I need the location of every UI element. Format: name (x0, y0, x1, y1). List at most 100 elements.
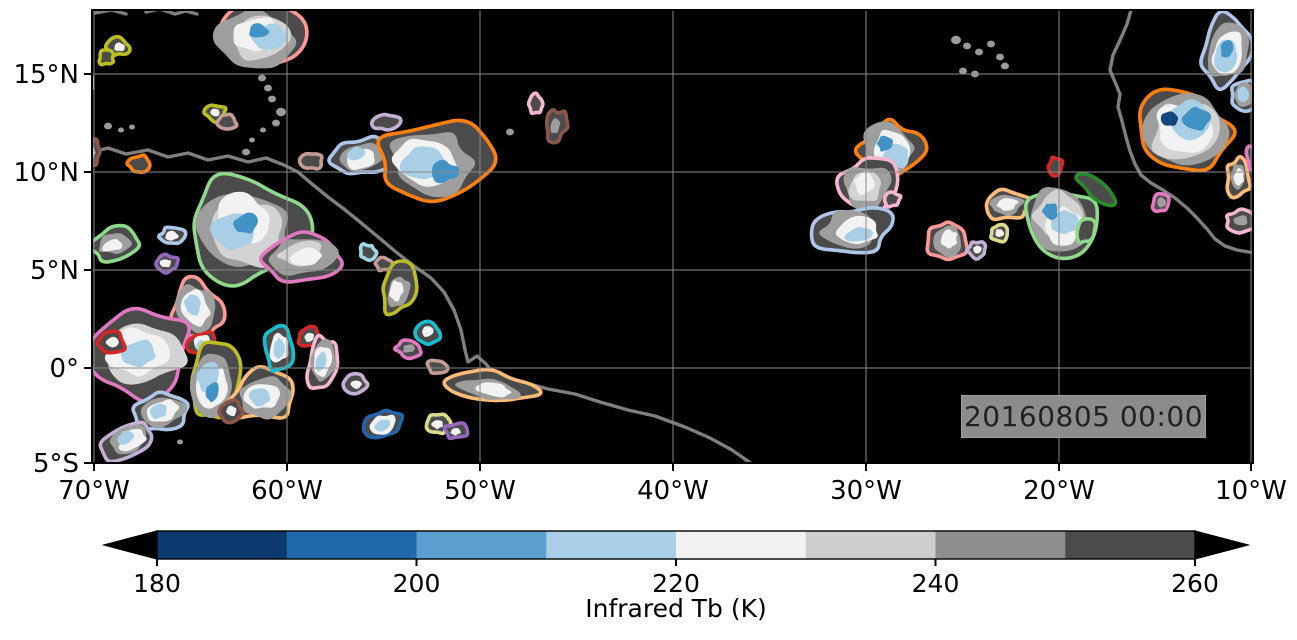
cluster-contour (358, 242, 379, 262)
cluster-fill (105, 336, 119, 348)
timestamp-badge: 20160805 00:00 (961, 395, 1206, 438)
cloud-cluster-32 (98, 420, 154, 463)
cluster-contour (369, 112, 403, 132)
cluster-fill (248, 388, 271, 407)
cloud-cluster-38 (442, 367, 543, 403)
cluster-fill (273, 337, 286, 359)
cluster-contour (125, 153, 152, 175)
y-tick-label: 5°S (33, 449, 79, 479)
cloud-cluster-5 (215, 112, 239, 131)
cluster-contour (425, 358, 450, 376)
island-dot (272, 119, 280, 127)
cloud-cluster-55 (1138, 87, 1237, 173)
cluster-fill (249, 23, 270, 38)
x-tick-label: 20°W (1023, 476, 1095, 506)
cluster-fill (350, 380, 362, 389)
cloud-cluster-30 (305, 333, 340, 390)
cloud-cluster-53 (1075, 216, 1098, 245)
colorbar: 180 200 220 240 260 (101, 530, 1251, 598)
cloud-cluster-24 (95, 329, 127, 355)
cluster-fill (165, 230, 179, 241)
cloud-cluster-49 (984, 187, 1035, 222)
colorbar-segment (676, 531, 807, 559)
cloud-cluster-56 (1199, 10, 1253, 92)
colorbar-segment (935, 531, 1066, 559)
colorbar-segment (1065, 531, 1196, 559)
cluster-fill (1181, 106, 1212, 131)
colorbar-segment (546, 531, 677, 559)
cluster-fill (403, 344, 415, 353)
cloud-cluster-57 (1230, 78, 1253, 114)
colorbar-tick-label: 200 (393, 569, 441, 598)
island-dot (1001, 62, 1009, 70)
island-dot (129, 124, 135, 130)
cluster-fill (102, 238, 123, 252)
cluster-fill (996, 197, 1019, 211)
cloud-cluster-35 (392, 338, 423, 361)
cluster-fill (475, 382, 512, 398)
island-dot (264, 84, 272, 92)
cloud-cluster-34 (413, 319, 443, 347)
colorbar-segment (805, 531, 936, 559)
cluster-contour (1075, 216, 1098, 245)
y-tick-label: 0° (49, 354, 79, 384)
island-dot (118, 127, 124, 133)
colorbar-tick-label: 180 (133, 569, 181, 598)
cluster-contour (297, 151, 324, 171)
cluster-fill (450, 427, 461, 436)
cluster-fill (854, 170, 875, 195)
cluster-fill (1233, 215, 1248, 226)
cluster-fill (389, 280, 404, 302)
cluster-fill (1157, 196, 1167, 208)
cloud-cluster-59 (1225, 207, 1253, 235)
cluster-fill (159, 259, 172, 268)
island-dot (963, 42, 971, 50)
cloud-cluster-54 (1150, 191, 1171, 214)
cloud-cluster-58 (1225, 155, 1252, 200)
cloud-cluster-48 (989, 222, 1010, 244)
colorbar-tick-label: 260 (1171, 569, 1219, 598)
cluster-fill (1160, 111, 1179, 126)
island-dot (975, 48, 983, 56)
cloud-cluster-31 (131, 390, 190, 432)
cluster-contour (97, 48, 116, 67)
colorbar-label: Infrared Tb (K) (585, 594, 767, 623)
cluster-fill (374, 419, 391, 432)
coastline (1108, 10, 1253, 255)
cluster-fill (1041, 203, 1058, 221)
cloud-cluster-44 (882, 190, 903, 209)
x-tick-label: 50°W (444, 476, 516, 506)
cluster-fill (150, 403, 167, 420)
cluster-fill (183, 294, 201, 316)
cloud-cluster-8 (297, 151, 324, 171)
cluster-fill (973, 245, 982, 254)
island-dot (242, 148, 250, 156)
cluster-fill (346, 146, 366, 161)
island-dot (260, 127, 266, 133)
cloud-cluster-37 (341, 371, 370, 396)
cloud-cluster-26 (189, 340, 243, 420)
colorbar-segment (286, 531, 417, 559)
cluster-fill (1237, 86, 1250, 103)
island-dot (249, 137, 255, 143)
x-tick-label: 10°W (1215, 476, 1287, 506)
cluster-contour (882, 190, 903, 209)
cluster-fill (226, 405, 237, 417)
cluster-fill (1220, 39, 1234, 58)
cluster-fill (1233, 168, 1244, 186)
colorbar-segment (157, 531, 288, 559)
island-dot (276, 107, 286, 117)
island-dot (268, 95, 276, 103)
cluster-fill (289, 247, 323, 266)
cloud-cluster-3 (92, 73, 95, 95)
cloud-cluster-15 (92, 223, 142, 264)
coastline (92, 146, 754, 463)
cluster-fill (210, 108, 220, 117)
cloud-cluster-33 (217, 398, 245, 425)
cloud-clusters (92, 10, 1253, 463)
colorbar-right-arrow (1194, 530, 1251, 560)
cluster-fill (995, 228, 1005, 238)
cluster-fill (120, 339, 156, 368)
island-dot (258, 74, 266, 82)
